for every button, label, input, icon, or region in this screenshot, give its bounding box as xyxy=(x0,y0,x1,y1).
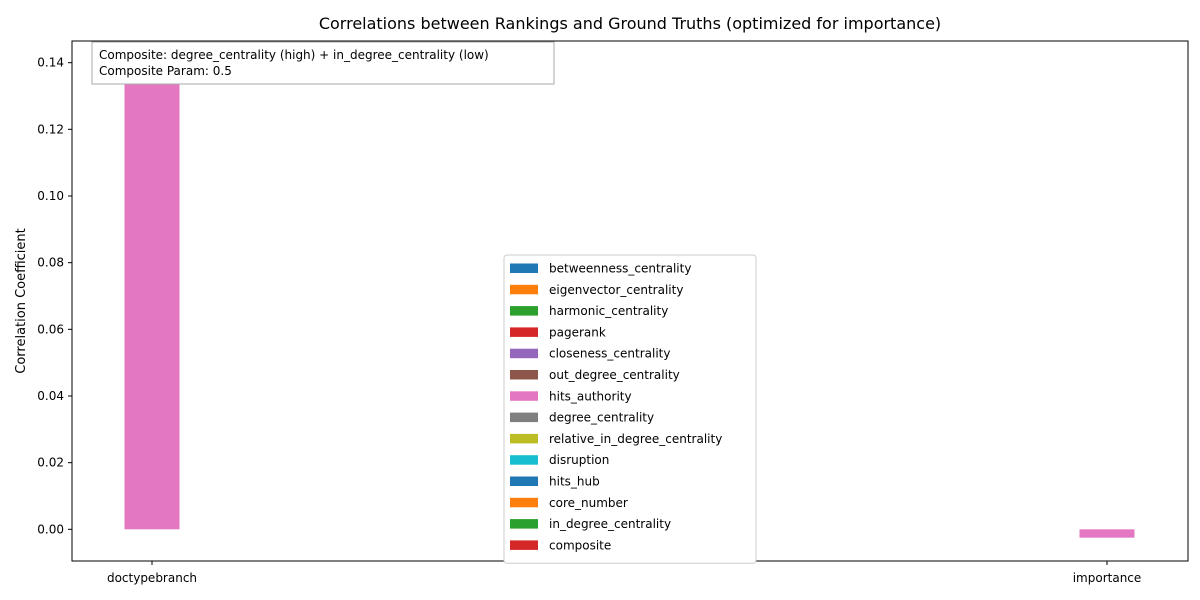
y-axis-label: Correlation Coefficient xyxy=(14,228,29,374)
legend-label-eigenvector_centrality: eigenvector_centrality xyxy=(549,283,683,297)
legend-label-disruption: disruption xyxy=(549,453,609,467)
legend-swatch-harmonic_centrality xyxy=(510,306,538,316)
legend-swatch-composite xyxy=(510,540,538,550)
legend-label-betweenness_centrality: betweenness_centrality xyxy=(549,262,691,276)
legend-label-out_degree_centrality: out_degree_centrality xyxy=(549,368,680,382)
legend-swatch-relative_in_degree_centrality xyxy=(510,433,538,444)
legend: betweenness_centrality eigenvector_centra… xyxy=(503,254,757,564)
y-tick-label: 0.02 xyxy=(37,456,64,470)
x-tick-label: importance xyxy=(1073,571,1142,585)
y-tick-label: 0.00 xyxy=(37,522,64,536)
bar-hits_authority-doctypebranch xyxy=(124,64,180,530)
legend-swatch-pagerank xyxy=(510,327,538,337)
legend-label-core_number: core_number xyxy=(549,496,628,510)
legend-swatch-out_degree_centrality xyxy=(510,370,538,380)
legend-label-closeness_centrality: closeness_centrality xyxy=(549,347,670,361)
legend-swatch-closeness_centrality xyxy=(510,348,538,359)
legend-label-degree_centrality: degree_centrality xyxy=(549,411,654,425)
legend-swatch-eigenvector_centrality xyxy=(510,284,538,295)
legend-swatch-degree_centrality xyxy=(510,412,538,423)
x-tick-label: doctypebranch xyxy=(107,571,197,585)
legend-swatch-disruption xyxy=(510,455,538,465)
y-tick-label: 0.04 xyxy=(37,389,64,403)
legend-swatch-in_degree_centrality xyxy=(510,519,538,529)
composite-annotation: Composite: degree_centrality (high) + in… xyxy=(91,41,555,85)
legend-swatch-hits_authority xyxy=(510,391,538,401)
annotation-line: Composite Param: 0.5 xyxy=(99,64,232,78)
y-tick-label: 0.14 xyxy=(37,56,64,70)
bar-hits_authority-importance xyxy=(1079,529,1135,538)
legend-label-hits_hub: hits_hub xyxy=(549,475,600,489)
axes: 0.00 0.02 0.04 0.06 0.08 0.10 0.12 0.14 doctypeb… xyxy=(37,40,1189,585)
y-tick-label: 0.10 xyxy=(37,189,64,203)
legend-label-harmonic_centrality: harmonic_centrality xyxy=(549,304,668,318)
legend-label-relative_in_degree_centrality: relative_in_degree_centrality xyxy=(549,432,722,446)
annotation-line: Composite: degree_centrality (high) + in… xyxy=(99,48,489,62)
legend-swatch-core_number xyxy=(510,497,538,508)
legend-swatch-betweenness_centrality xyxy=(510,263,538,273)
legend-label-pagerank: pagerank xyxy=(549,325,606,339)
annotation-frame xyxy=(91,41,555,85)
y-tick-label: 0.12 xyxy=(37,122,64,136)
y-tick-label: 0.06 xyxy=(37,322,64,336)
legend-label-hits_authority: hits_authority xyxy=(549,389,632,403)
legend-label-in_degree_centrality: in_degree_centrality xyxy=(549,517,671,531)
legend-frame xyxy=(503,254,757,564)
bars xyxy=(124,64,1135,538)
y-tick-label: 0.08 xyxy=(37,256,64,270)
legend-swatch-hits_hub xyxy=(510,476,538,486)
chart-title: Correlations between Rankings and Ground… xyxy=(319,14,941,33)
legend-label-composite: composite xyxy=(549,538,611,552)
